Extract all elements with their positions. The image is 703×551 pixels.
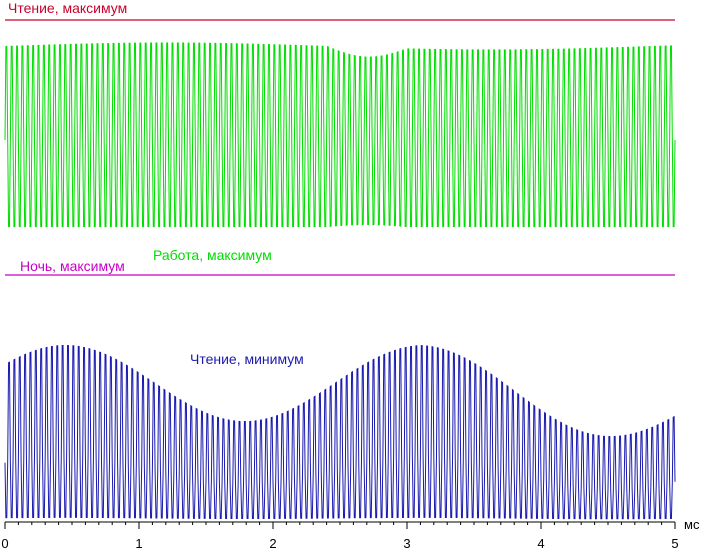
- x-tick-label: 0: [1, 536, 8, 551]
- x-axis-label: мс: [684, 517, 700, 532]
- x-tick-label: 4: [537, 536, 544, 551]
- x-tick-label: 2: [269, 536, 276, 551]
- series-line-work-max: [4, 42, 676, 228]
- x-tick-label: 1: [135, 536, 142, 551]
- x-tick-label: 5: [671, 536, 678, 551]
- x-tick-label: 3: [403, 536, 410, 551]
- annotation-night-max: Ночь, максимум: [20, 258, 125, 274]
- annotation-reading-max: Чтение, максимум: [8, 0, 127, 16]
- series-line-reading-min: [4, 344, 676, 520]
- annotation-work-max: Работа, максимум: [153, 247, 272, 263]
- annotation-reading-min: Чтение, минимум: [190, 351, 304, 367]
